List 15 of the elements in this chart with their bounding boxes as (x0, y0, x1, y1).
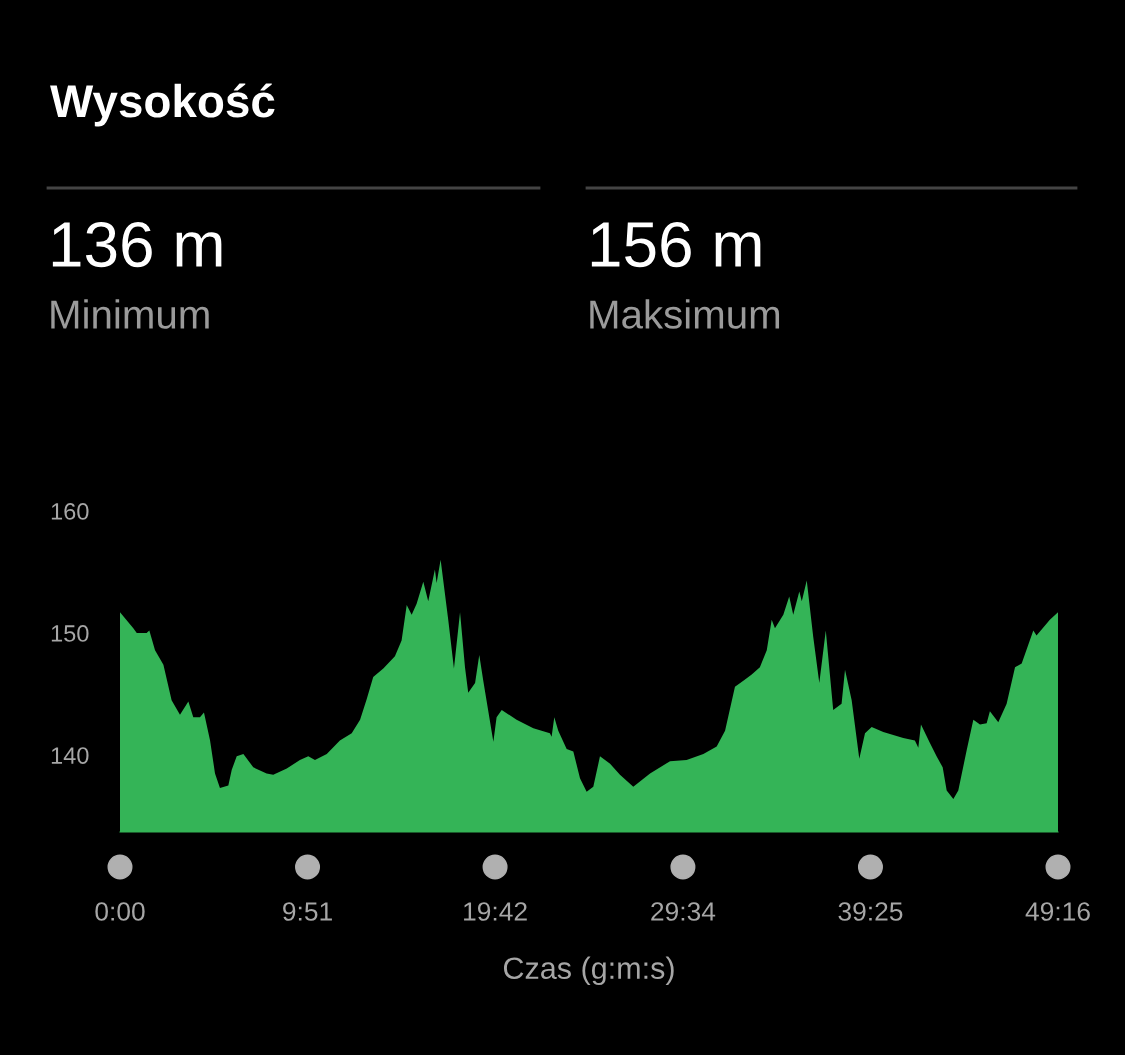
y-tick-label: 140 (51, 747, 89, 764)
text: 156 m (591, 221, 761, 268)
y-tick-label: 160 (51, 503, 89, 520)
text: 136 m (52, 221, 222, 268)
text: Minimum (51, 299, 209, 329)
text: Maksimum (590, 299, 780, 329)
x-tick-label: 29:34 (651, 902, 716, 921)
x-tick-label: 49:16 (1025, 902, 1090, 921)
x-axis-title: Czas (g:m:s) (503, 956, 674, 986)
x-tick-label: 39:25 (838, 902, 903, 921)
y-tick-label: 150 (51, 625, 89, 642)
chart-title: Wysokość (50, 83, 275, 127)
x-tick-label: 0:00 (95, 902, 145, 921)
x-tick-label: 9:51 (283, 902, 332, 921)
x-tick-label: 19:42 (464, 902, 527, 921)
